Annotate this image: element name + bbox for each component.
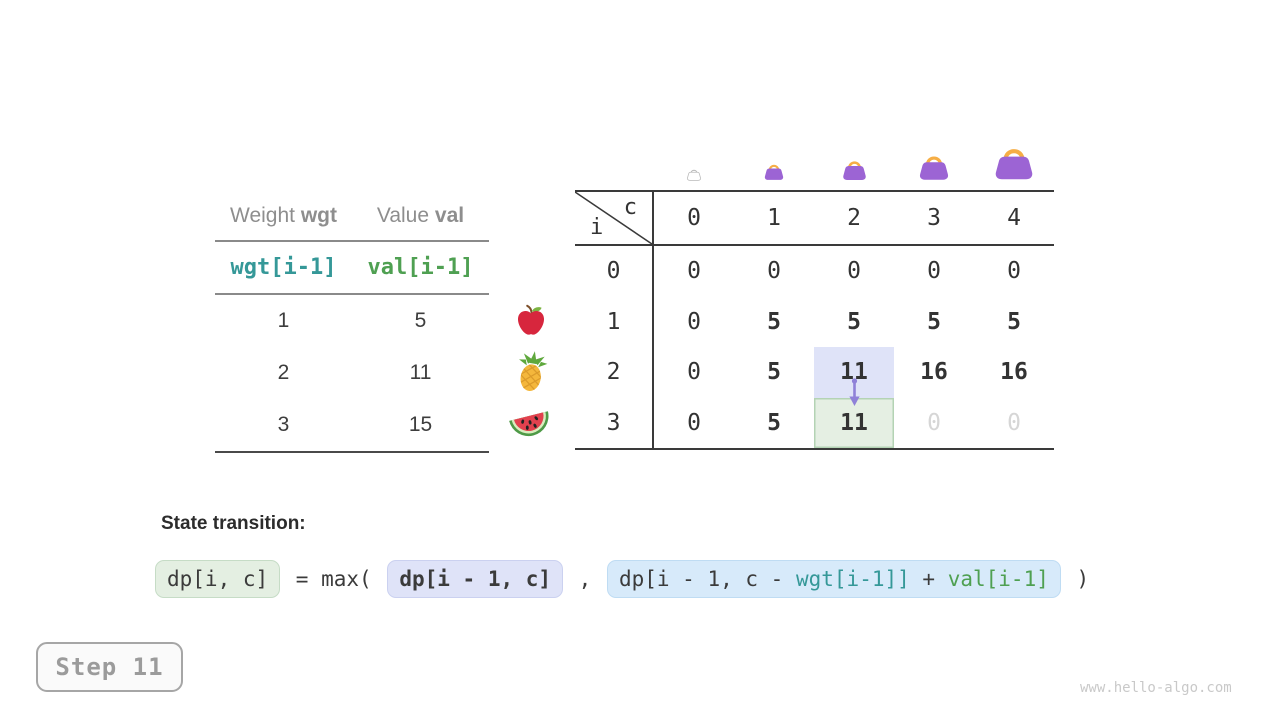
dp-cell: 0 xyxy=(927,409,941,436)
formula-part: dp[i, c] xyxy=(155,560,281,598)
row-var-label: i xyxy=(590,215,604,240)
items-col-header: Weight wgt xyxy=(215,204,352,228)
dp-cell: 5 xyxy=(767,359,781,386)
dp-cell: 0 xyxy=(847,258,861,285)
dp-col-header: 0 xyxy=(654,192,734,246)
formula-part: dp[i - 1, c - wgt[i-1]] + val[i-1] xyxy=(606,560,1061,598)
items-col-header-text: Weight xyxy=(230,204,301,227)
items-index-cell: wgt[i-1] xyxy=(230,255,337,280)
dp-cell: 5 xyxy=(767,308,781,335)
formula-part: ) xyxy=(1063,567,1090,591)
dp-corner-cell: c i xyxy=(575,192,654,246)
dp-cell: 0 xyxy=(927,258,941,285)
dp-cell: 0 xyxy=(1007,409,1021,436)
items-cell: 15 xyxy=(408,413,433,436)
formula-segment: + xyxy=(909,567,948,591)
dp-cell: 0 xyxy=(1007,258,1021,285)
dp-row-header: 0 xyxy=(575,246,654,297)
dp-cell: 5 xyxy=(847,308,861,335)
formula-segment: val[i-1] xyxy=(947,567,1049,591)
diagonal-divider xyxy=(575,192,652,244)
dp-row-header: 2 xyxy=(575,347,654,398)
bag-icon xyxy=(841,157,868,181)
dp-col-header: 2 xyxy=(814,192,894,246)
bag-outline-icon xyxy=(686,167,702,181)
dp-cell: 5 xyxy=(1007,308,1021,335)
dp-col-header: 1 xyxy=(734,192,814,246)
dp-cell: 5 xyxy=(927,308,941,335)
watermelon-icon xyxy=(509,411,549,437)
step-badge-label: Step 11 xyxy=(55,653,164,681)
items-col-header-key: wgt xyxy=(300,204,337,227)
items-col-header-text: Value xyxy=(376,204,435,227)
bag-icon xyxy=(763,161,785,181)
dp-cell: 0 xyxy=(687,308,701,335)
items-cell: 1 xyxy=(277,309,290,332)
items-table-row: 3 15 xyxy=(215,399,489,451)
items-index-row: wgt[i-1] val[i-1] xyxy=(215,242,489,295)
dp-cell: 0 xyxy=(687,359,701,386)
capacity-bags-row xyxy=(654,117,1054,181)
items-table-header: Weight wgt Value val xyxy=(215,192,489,242)
dp-cell: 16 xyxy=(1000,359,1028,386)
state-transition-label: State transition: xyxy=(161,513,306,534)
dp-cell: 11 xyxy=(814,397,894,448)
formula-part: = max( xyxy=(283,567,385,591)
step-badge: Step 11 xyxy=(36,642,183,692)
apple-icon xyxy=(517,304,545,335)
formula-part: , xyxy=(566,567,604,591)
items-table-body: 1 5 2 11 3 15 xyxy=(215,295,489,453)
items-cell: 2 xyxy=(277,361,290,384)
bag-icon xyxy=(917,151,951,181)
col-var-label: c xyxy=(623,195,637,220)
dp-col-header: 4 xyxy=(974,192,1054,246)
bag-icon xyxy=(992,142,1036,181)
dp-table: c i 0 1 2 3 4 0 0 0 0 0 0 1 0 5 5 5 5 2 0 5 11 16 16 3 0 5 11 0 0 xyxy=(575,190,1054,450)
pineapple-icon xyxy=(518,351,548,393)
dp-row-header: 3 xyxy=(575,397,654,448)
watermark: www.hello-algo.com xyxy=(1080,680,1232,696)
dp-col-header: 3 xyxy=(894,192,974,246)
formula-segment: dp[i - 1, c - xyxy=(618,567,796,591)
dp-row-header: 1 xyxy=(575,296,654,347)
items-col-header: Value val xyxy=(352,204,489,228)
items-cell: 3 xyxy=(277,413,290,436)
items-cell: 5 xyxy=(414,309,427,332)
arrow-down-icon xyxy=(849,378,860,406)
formula-segment: wgt[i-1]] xyxy=(795,567,910,591)
dp-cell: 0 xyxy=(687,409,701,436)
items-cell: 11 xyxy=(409,361,432,384)
dp-cell: 0 xyxy=(687,258,701,285)
items-col-header-key: val xyxy=(434,204,465,227)
items-table-row: 2 11 xyxy=(215,347,489,399)
state-transition-formula: dp[i, c] = max( dp[i - 1, c] , dp[i - 1,… xyxy=(152,560,1089,598)
dp-cell: 5 xyxy=(767,409,781,436)
formula-part: dp[i - 1, c] xyxy=(387,560,564,598)
dp-cell: 16 xyxy=(920,359,948,386)
items-index-cell: val[i-1] xyxy=(367,255,474,280)
dp-cell: 0 xyxy=(767,258,781,285)
